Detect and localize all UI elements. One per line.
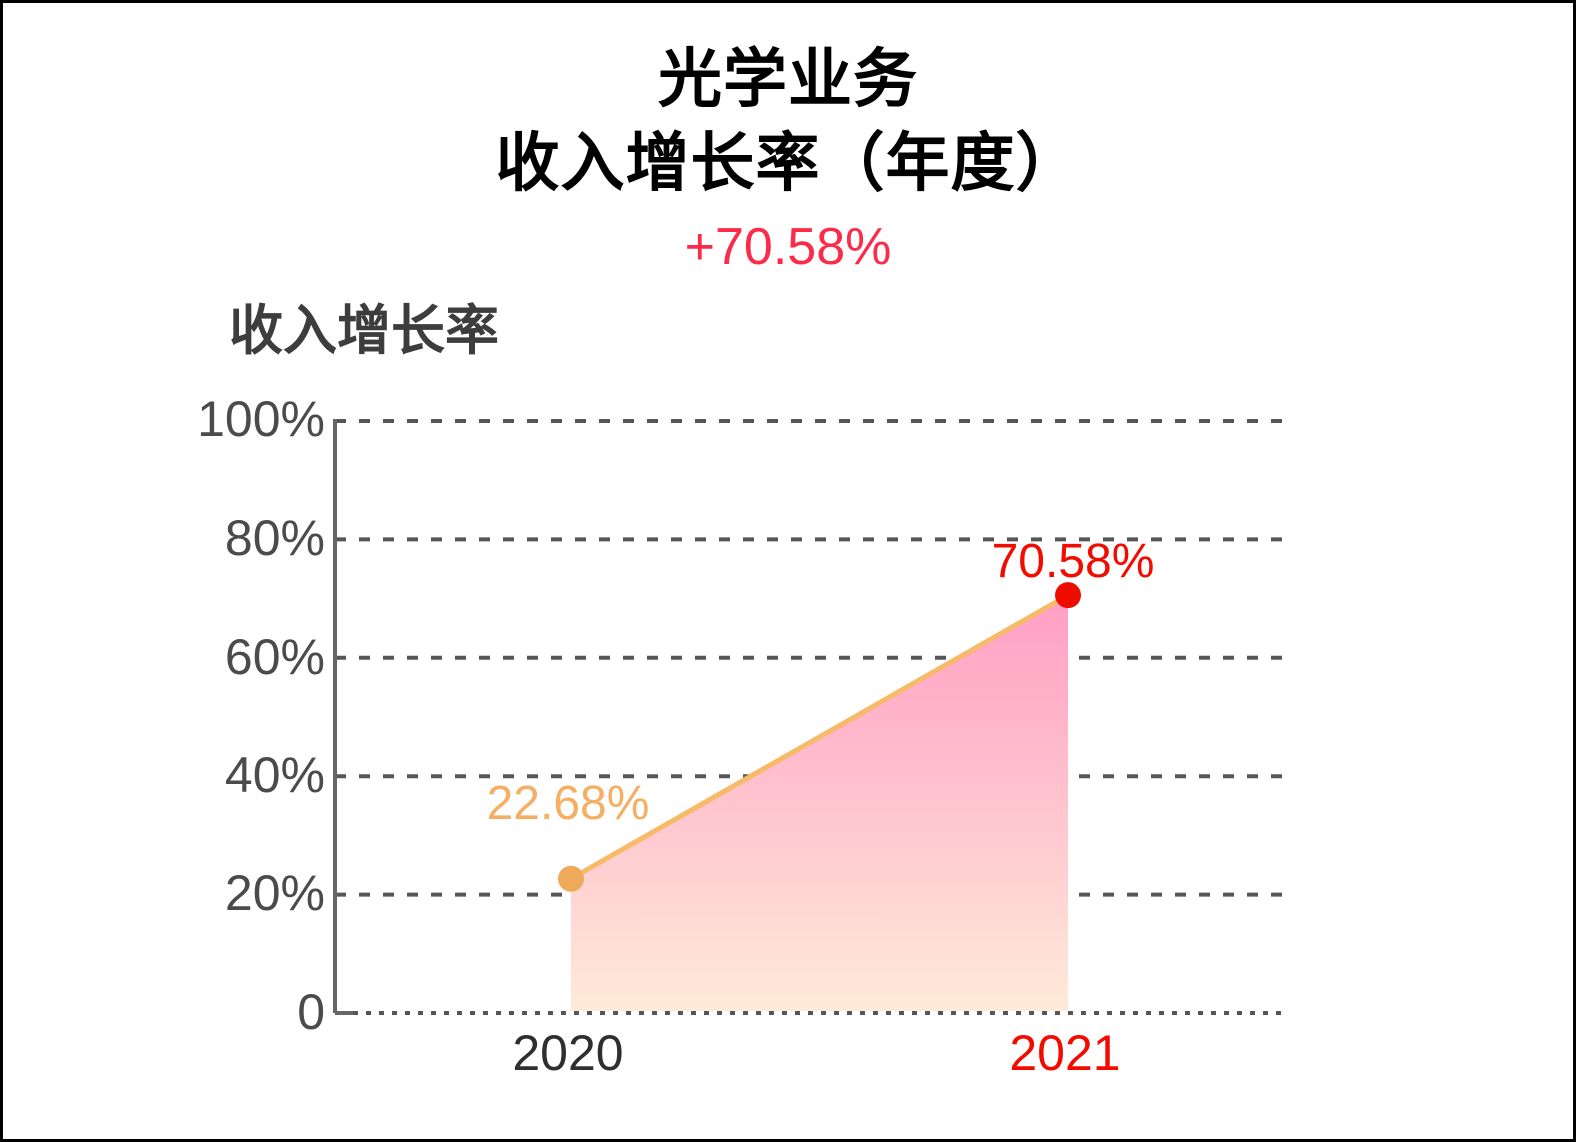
data-label-2021: 70.58% <box>991 535 1155 588</box>
main-title-line1: 光学业务 <box>658 43 918 115</box>
header: 光学业务 收入增长率（年度） +70.58% <box>3 37 1573 275</box>
y-tick-label-60: 60% <box>224 629 325 685</box>
y-tick-label-40: 40% <box>224 747 325 803</box>
data-point-2021 <box>1055 582 1081 609</box>
chart-canvas <box>333 419 1285 1015</box>
data-point-2020 <box>558 865 584 892</box>
header-change-value: +70.58% <box>684 218 892 276</box>
series-line <box>568 592 1071 882</box>
chart-title: 收入增长率 <box>229 301 499 361</box>
y-tick-label-20: 20% <box>224 865 325 921</box>
x-tick-label-2020: 2020 <box>512 1025 624 1081</box>
y-tick-label-100: 100% <box>197 391 325 447</box>
y-tick-label-0: 0 <box>297 984 325 1040</box>
x-tick-label-2021: 2021 <box>1009 1025 1121 1081</box>
data-label-2020: 22.68% <box>486 777 650 830</box>
main-title-line2: 收入增长率（年度） <box>495 127 1081 199</box>
y-tick-label-80: 80% <box>224 510 325 566</box>
area-fill <box>571 595 1068 1011</box>
